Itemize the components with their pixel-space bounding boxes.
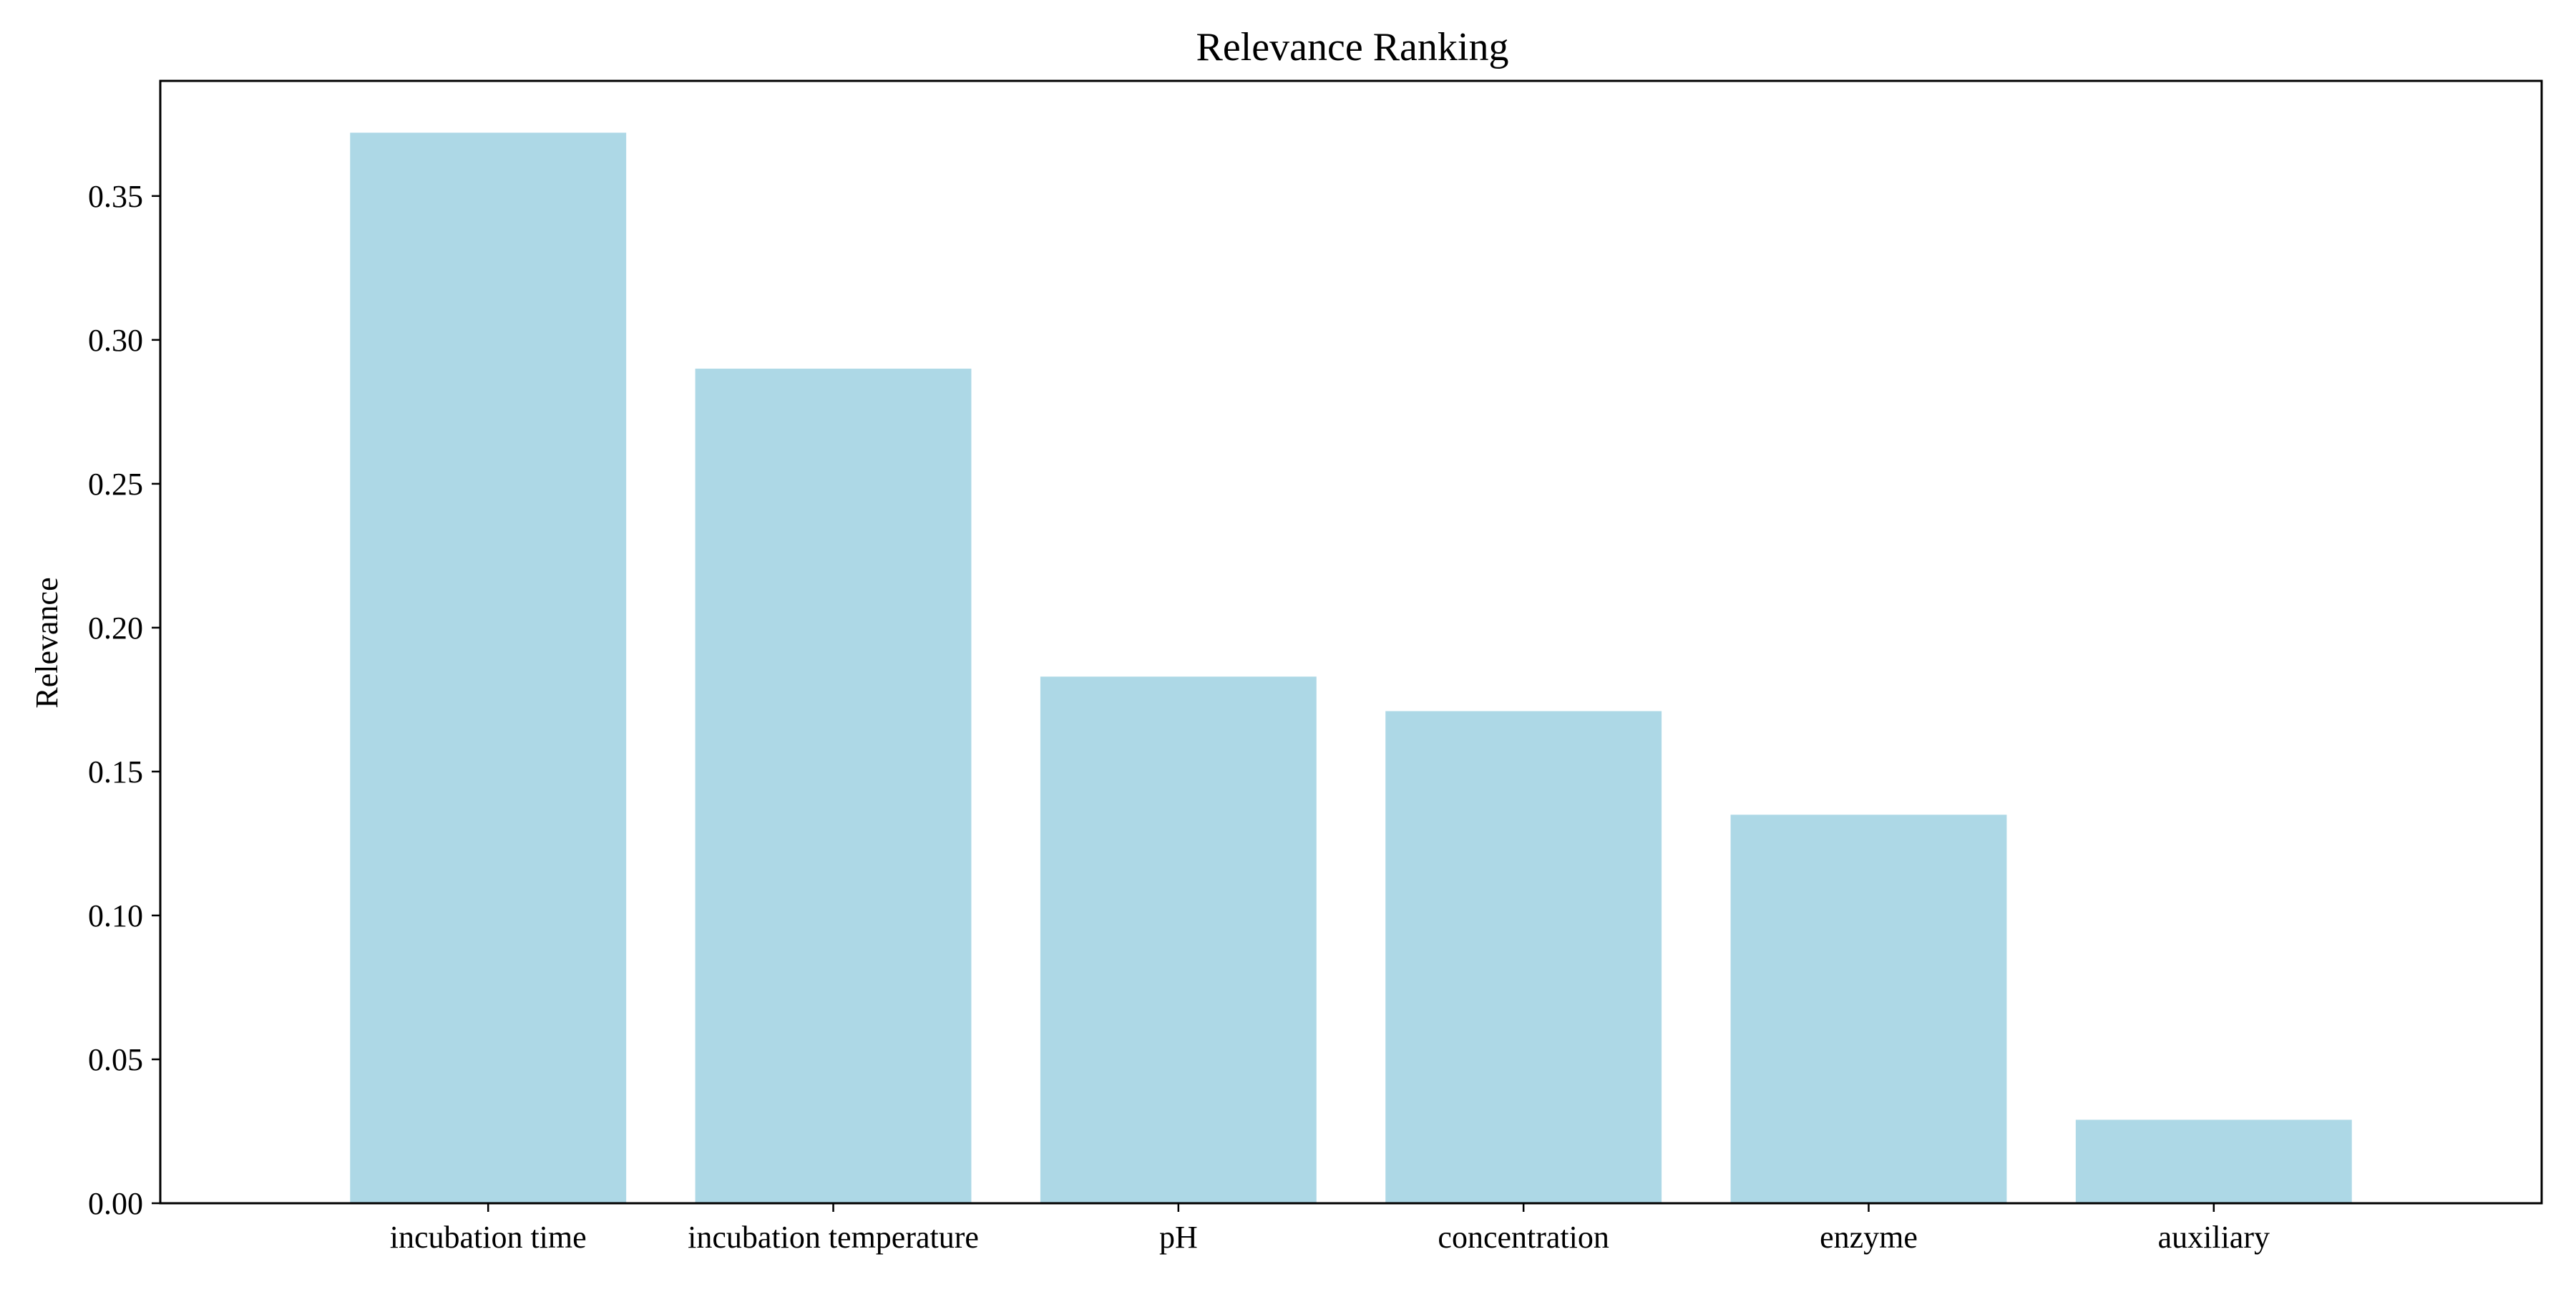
y-tick-label: 0.25 [88,467,143,502]
bar [1040,676,1317,1203]
x-tick-label: concentration [1438,1220,1609,1255]
y-tick-label: 0.15 [88,754,143,790]
x-tick-label: incubation temperature [688,1220,979,1255]
bar [2075,1119,2352,1203]
chart-title: Relevance Ranking [1196,25,1509,69]
y-tick-label: 0.10 [88,898,143,933]
y-tick-label: 0.00 [88,1186,143,1221]
y-tick-label: 0.05 [88,1042,143,1077]
x-tick-label: incubation time [390,1220,587,1255]
y-axis-ticks: 0.00 0.05 0.10 0.15 0.20 0.25 0.30 0.35 [88,179,160,1221]
y-tick-label: 0.30 [88,323,143,358]
plot-frame [159,79,2543,1205]
x-axis-ticks: incubation time incubation temperature pH c… [390,1203,2270,1255]
bar [695,369,972,1203]
bars-group [350,132,2352,1203]
bar [350,132,627,1203]
x-tick-label: auxiliary [2158,1220,2270,1255]
y-axis-label: Relevance [29,577,64,708]
x-tick-label: enzyme [1820,1220,1918,1255]
bar [1730,815,2007,1203]
y-tick-label: 0.35 [88,179,143,214]
bar [1385,711,1662,1203]
x-tick-label: pH [1159,1220,1198,1255]
y-tick-label: 0.20 [88,611,143,646]
